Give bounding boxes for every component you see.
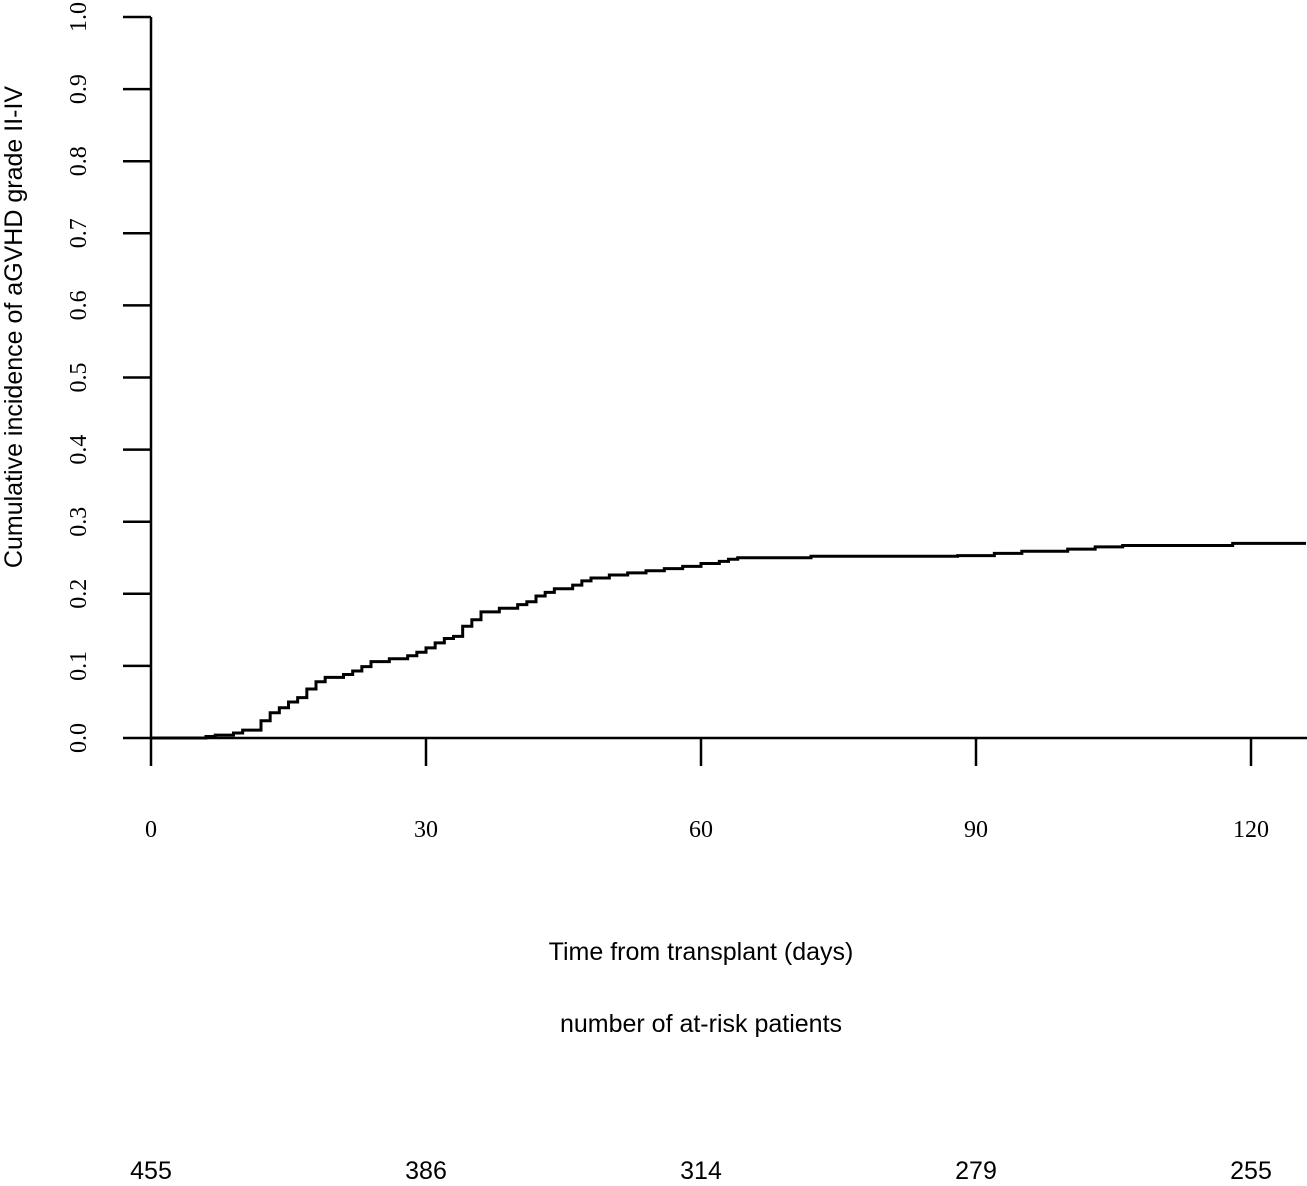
at-risk-count: 314: [680, 1157, 722, 1181]
cumulative-incidence-series-line: [151, 541, 1306, 740]
at-risk-count: 255: [1230, 1157, 1272, 1181]
x-axis-title: Time from transplant (days): [549, 938, 854, 966]
y-tick-label: 0.9: [66, 74, 92, 104]
x-tick-label: 0: [145, 817, 157, 843]
y-axis-title: Cumulative incidence of aGVHD grade II-I…: [0, 86, 28, 568]
y-tick-label: 0.5: [66, 363, 92, 393]
x-axis: 0 30 60 90 120: [145, 736, 1307, 843]
y-tick-label: 0.6: [66, 290, 92, 320]
at-risk-count: 279: [955, 1157, 997, 1181]
y-axis: 0.0 0.1 0.2 0.3 0.4 0.5 0.6 0.7 0.8 0.9 1.0: [66, 2, 153, 753]
at-risk-count: 386: [405, 1157, 447, 1181]
x-tick-label: 30: [414, 817, 438, 843]
y-tick-label: 0.0: [66, 723, 92, 753]
x-tick-label: 60: [689, 817, 713, 843]
risk-table: 455 386 314 279 255: [130, 1157, 1272, 1185]
y-tick-label: 0.8: [66, 146, 92, 176]
y-tick-label: 0.2: [66, 579, 92, 609]
y-tick-label: 0.7: [66, 218, 92, 248]
at-risk-count: 455: [130, 1157, 172, 1181]
plot-area: [151, 541, 1306, 740]
y-tick-label: 0.4: [66, 435, 92, 465]
x-tick-label: 120: [1233, 817, 1269, 843]
risk-table-title: number of at-risk patients: [560, 1010, 842, 1038]
x-tick-label: 90: [964, 817, 988, 843]
y-tick-label: 0.3: [66, 507, 92, 537]
y-tick-label: 0.1: [66, 651, 92, 681]
y-tick-label: 1.0: [66, 2, 92, 32]
